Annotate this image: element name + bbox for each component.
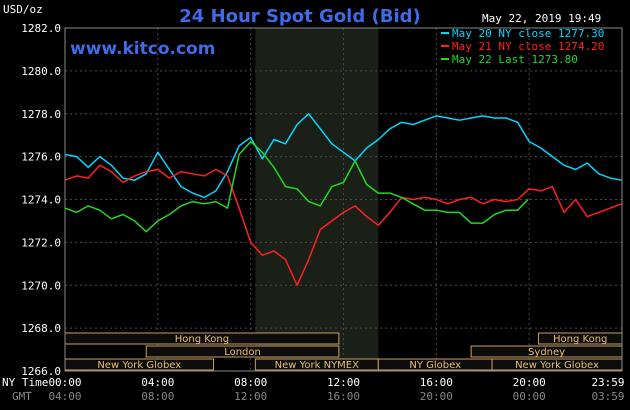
y-tick-label: 1280.0 bbox=[21, 65, 61, 78]
session-label: New York NYMEX bbox=[275, 360, 360, 371]
session-bar bbox=[145, 345, 340, 358]
x-tick-label-ny: 20:00 bbox=[513, 376, 546, 389]
series-line-3 bbox=[64, 140, 529, 233]
timestamp: May 22, 2019 19:49 bbox=[482, 12, 601, 25]
y-tick-label: 1270.0 bbox=[21, 279, 61, 292]
legend-entry: May 21 NY close 1274.20 bbox=[452, 40, 604, 53]
x-tick-label-ny: 04:00 bbox=[141, 376, 174, 389]
x-tick-label-gmt: 20:00 bbox=[420, 390, 453, 403]
y-tick-label: 1268.0 bbox=[21, 322, 61, 335]
x-tick-label-gmt: 08:00 bbox=[141, 390, 174, 403]
x-axis: 00:00 04:00 08:00 12:00 16:00 20:00 23:5904:00… bbox=[48, 376, 624, 403]
y-tick-label: 1276.0 bbox=[21, 151, 61, 164]
legend-entry: May 20 NY close 1277.30 bbox=[452, 27, 604, 40]
trading-sessions: Hong Kong Hong Kong London Sydney New York G… bbox=[64, 332, 623, 371]
gmt-label: GMT bbox=[12, 390, 32, 403]
session-label: London bbox=[224, 347, 261, 358]
series-line-2 bbox=[64, 164, 622, 287]
session-label: Sydney bbox=[528, 347, 565, 358]
y-tick-label: 1266.0 bbox=[21, 365, 61, 378]
y-tick-label: 1278.0 bbox=[21, 108, 61, 121]
session-label: Hong Kong bbox=[553, 334, 607, 345]
price-lines bbox=[64, 113, 622, 287]
x-tick-label-ny: 12:00 bbox=[327, 376, 360, 389]
y-tick-label: 1282.0 bbox=[21, 22, 61, 35]
x-tick-label-ny: 23:59 bbox=[591, 376, 624, 389]
x-tick-label-gmt: 03:59 bbox=[591, 390, 624, 403]
y-axis: 1266.0 1268.0 1270.0 1272.0 1274.0 1276.0 1278… bbox=[21, 22, 61, 378]
x-tick-label-ny: 08:00 bbox=[234, 376, 267, 389]
session-label: New York Globex bbox=[515, 360, 599, 371]
x-tick-label-ny: 00:00 bbox=[48, 376, 81, 389]
x-tick-label-gmt: 16:00 bbox=[327, 390, 360, 403]
brand-link[interactable]: www.kitco.com bbox=[70, 39, 215, 59]
unit-label: USD/oz bbox=[3, 3, 43, 16]
y-tick-label: 1274.0 bbox=[21, 194, 61, 207]
session-label: Hong Kong bbox=[175, 334, 229, 345]
x-tick-label-gmt: 00:00 bbox=[513, 390, 546, 403]
plot-border bbox=[64, 27, 623, 372]
legend-entry: May 22 Last 1273.80 bbox=[452, 53, 578, 66]
x-tick-label-gmt: 04:00 bbox=[48, 390, 81, 403]
session-label: New York Globex bbox=[97, 360, 181, 371]
y-tick-label: 1272.0 bbox=[21, 236, 61, 249]
session-label: NY Globex bbox=[409, 360, 461, 371]
series-line-1 bbox=[64, 113, 622, 199]
x-tick-label-gmt: 12:00 bbox=[234, 390, 267, 403]
x-tick-label-ny: 16:00 bbox=[420, 376, 453, 389]
ny-time-label: NY Time bbox=[2, 376, 48, 389]
chart-title: 24 Hour Spot Gold (Bid) bbox=[179, 6, 420, 27]
